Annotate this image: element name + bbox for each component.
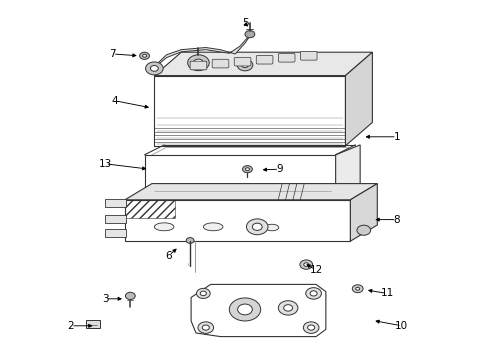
- Circle shape: [245, 31, 255, 38]
- Polygon shape: [125, 184, 377, 200]
- FancyBboxPatch shape: [234, 57, 251, 66]
- Text: 9: 9: [276, 164, 283, 174]
- Polygon shape: [154, 52, 372, 76]
- FancyBboxPatch shape: [86, 320, 100, 328]
- Circle shape: [200, 291, 206, 296]
- FancyBboxPatch shape: [105, 199, 126, 207]
- Bar: [125, 200, 350, 241]
- Polygon shape: [191, 284, 326, 337]
- Circle shape: [202, 325, 209, 330]
- Ellipse shape: [203, 223, 223, 231]
- Circle shape: [310, 291, 317, 296]
- Circle shape: [146, 62, 163, 75]
- Text: 2: 2: [68, 321, 74, 331]
- FancyBboxPatch shape: [256, 55, 273, 64]
- Ellipse shape: [154, 223, 174, 231]
- Polygon shape: [345, 52, 372, 146]
- Circle shape: [242, 63, 248, 68]
- Circle shape: [186, 238, 194, 243]
- Circle shape: [303, 322, 319, 333]
- Text: 10: 10: [395, 321, 408, 331]
- Bar: [145, 155, 336, 196]
- Circle shape: [308, 325, 315, 330]
- FancyBboxPatch shape: [300, 51, 317, 60]
- Polygon shape: [336, 145, 360, 196]
- Bar: [125, 200, 174, 219]
- Circle shape: [304, 263, 309, 266]
- Ellipse shape: [265, 224, 279, 231]
- Circle shape: [238, 304, 252, 315]
- Text: 8: 8: [393, 215, 400, 225]
- Circle shape: [196, 288, 210, 298]
- Circle shape: [356, 287, 360, 290]
- Text: 3: 3: [102, 294, 109, 304]
- Circle shape: [229, 298, 261, 321]
- Text: 7: 7: [109, 49, 116, 59]
- Circle shape: [352, 285, 363, 293]
- Text: 4: 4: [112, 96, 119, 106]
- Text: 12: 12: [309, 265, 323, 275]
- Circle shape: [198, 322, 214, 333]
- Circle shape: [300, 260, 313, 269]
- Text: 1: 1: [393, 132, 400, 142]
- FancyBboxPatch shape: [190, 61, 207, 70]
- Circle shape: [284, 305, 293, 311]
- Text: 13: 13: [98, 159, 112, 169]
- Text: 11: 11: [380, 288, 394, 298]
- Circle shape: [125, 292, 135, 300]
- Circle shape: [194, 59, 203, 66]
- Bar: [154, 76, 345, 146]
- Text: 6: 6: [166, 251, 172, 261]
- FancyBboxPatch shape: [212, 59, 229, 68]
- FancyBboxPatch shape: [105, 215, 126, 222]
- Circle shape: [246, 219, 268, 235]
- Text: 5: 5: [242, 18, 248, 28]
- Polygon shape: [350, 184, 377, 241]
- Circle shape: [237, 59, 253, 71]
- Circle shape: [140, 52, 149, 59]
- Circle shape: [143, 54, 147, 57]
- Circle shape: [245, 168, 249, 171]
- Circle shape: [306, 288, 321, 299]
- Circle shape: [252, 223, 262, 230]
- Circle shape: [188, 55, 209, 71]
- Circle shape: [150, 66, 158, 71]
- Circle shape: [243, 166, 252, 173]
- Circle shape: [278, 301, 298, 315]
- Polygon shape: [154, 36, 250, 69]
- Circle shape: [357, 225, 371, 235]
- FancyBboxPatch shape: [105, 229, 126, 237]
- FancyBboxPatch shape: [278, 53, 295, 62]
